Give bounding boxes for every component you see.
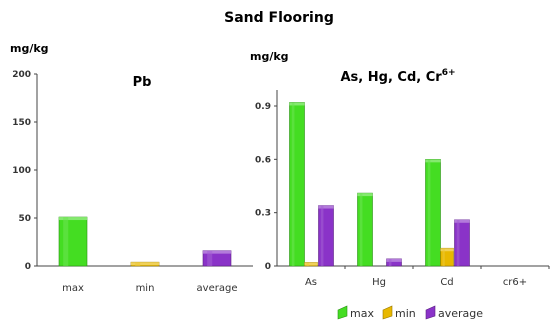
legend-item-min: min bbox=[382, 305, 416, 320]
metals-chart-title: As, Hg, Cd, Cr6+ bbox=[341, 68, 456, 85]
legend-swatch bbox=[425, 305, 436, 320]
metals-y-tick-label: 0.3 bbox=[255, 209, 271, 219]
pb-y-tick-label: 50 bbox=[18, 214, 31, 224]
pb-bar-min bbox=[130, 261, 160, 267]
metals-y-tick-label: 0 bbox=[265, 262, 271, 272]
metals-bar-Hg-max bbox=[357, 192, 373, 267]
pb-y-tick-label: 200 bbox=[12, 70, 31, 80]
metals-y-unit-label: mg/kg bbox=[250, 50, 289, 63]
legend: max min average bbox=[337, 305, 483, 320]
legend-label: average bbox=[438, 307, 483, 320]
legend-item-max: max bbox=[337, 305, 374, 320]
pb-chart-title: Pb bbox=[133, 75, 152, 90]
pb-y-tick-label: 0 bbox=[25, 262, 31, 272]
pb-y-tick-label: 100 bbox=[12, 166, 31, 176]
legend-swatch bbox=[337, 305, 348, 320]
metals-bar-Cd-min bbox=[440, 247, 454, 267]
metals-y-tick-label: 0.6 bbox=[255, 155, 271, 165]
pb-bar-average bbox=[202, 250, 232, 267]
metals-bar-As-average bbox=[318, 205, 334, 267]
metals-chart-title-superscript: 6+ bbox=[442, 68, 456, 78]
legend-label: min bbox=[395, 307, 416, 320]
metals-x-tick-label: Cd bbox=[440, 277, 453, 288]
legend-item-average: average bbox=[425, 305, 483, 320]
pb-y-tick-label: 150 bbox=[12, 118, 31, 128]
metals-bar-Cd-max bbox=[425, 159, 441, 267]
metals-x-tick-label: cr6+ bbox=[503, 277, 527, 288]
pb-x-tick-label: average bbox=[197, 283, 238, 294]
metals-y-tick-label: 0.9 bbox=[255, 102, 271, 112]
figure-title: Sand Flooring bbox=[224, 10, 334, 26]
metals-bar-As-max bbox=[289, 102, 305, 267]
legend-swatch bbox=[382, 305, 393, 320]
metals-bar-Hg-average bbox=[386, 258, 402, 267]
pb-y-unit-label: mg/kg bbox=[10, 42, 49, 55]
metals-x-tick-label: As bbox=[305, 277, 317, 288]
metals-chart: mg/kg As, Hg, Cd, Cr6+ 0 0.3 0.6 0.9 As Hg Cd… bbox=[250, 50, 550, 288]
pb-x-tick-label: max bbox=[62, 283, 84, 294]
pb-bar-max bbox=[58, 216, 88, 267]
pb-chart: mg/kg Pb 0 50 100 150 200 max min average bbox=[10, 42, 253, 294]
pb-x-tick-label: min bbox=[136, 283, 155, 294]
legend-label: max bbox=[350, 307, 374, 320]
metals-x-tick-label: Hg bbox=[372, 277, 386, 288]
metals-chart-title-text: As, Hg, Cd, Cr bbox=[341, 70, 443, 85]
metals-bar-Cd-average bbox=[454, 219, 470, 267]
metals-bar-As-min bbox=[304, 262, 318, 267]
